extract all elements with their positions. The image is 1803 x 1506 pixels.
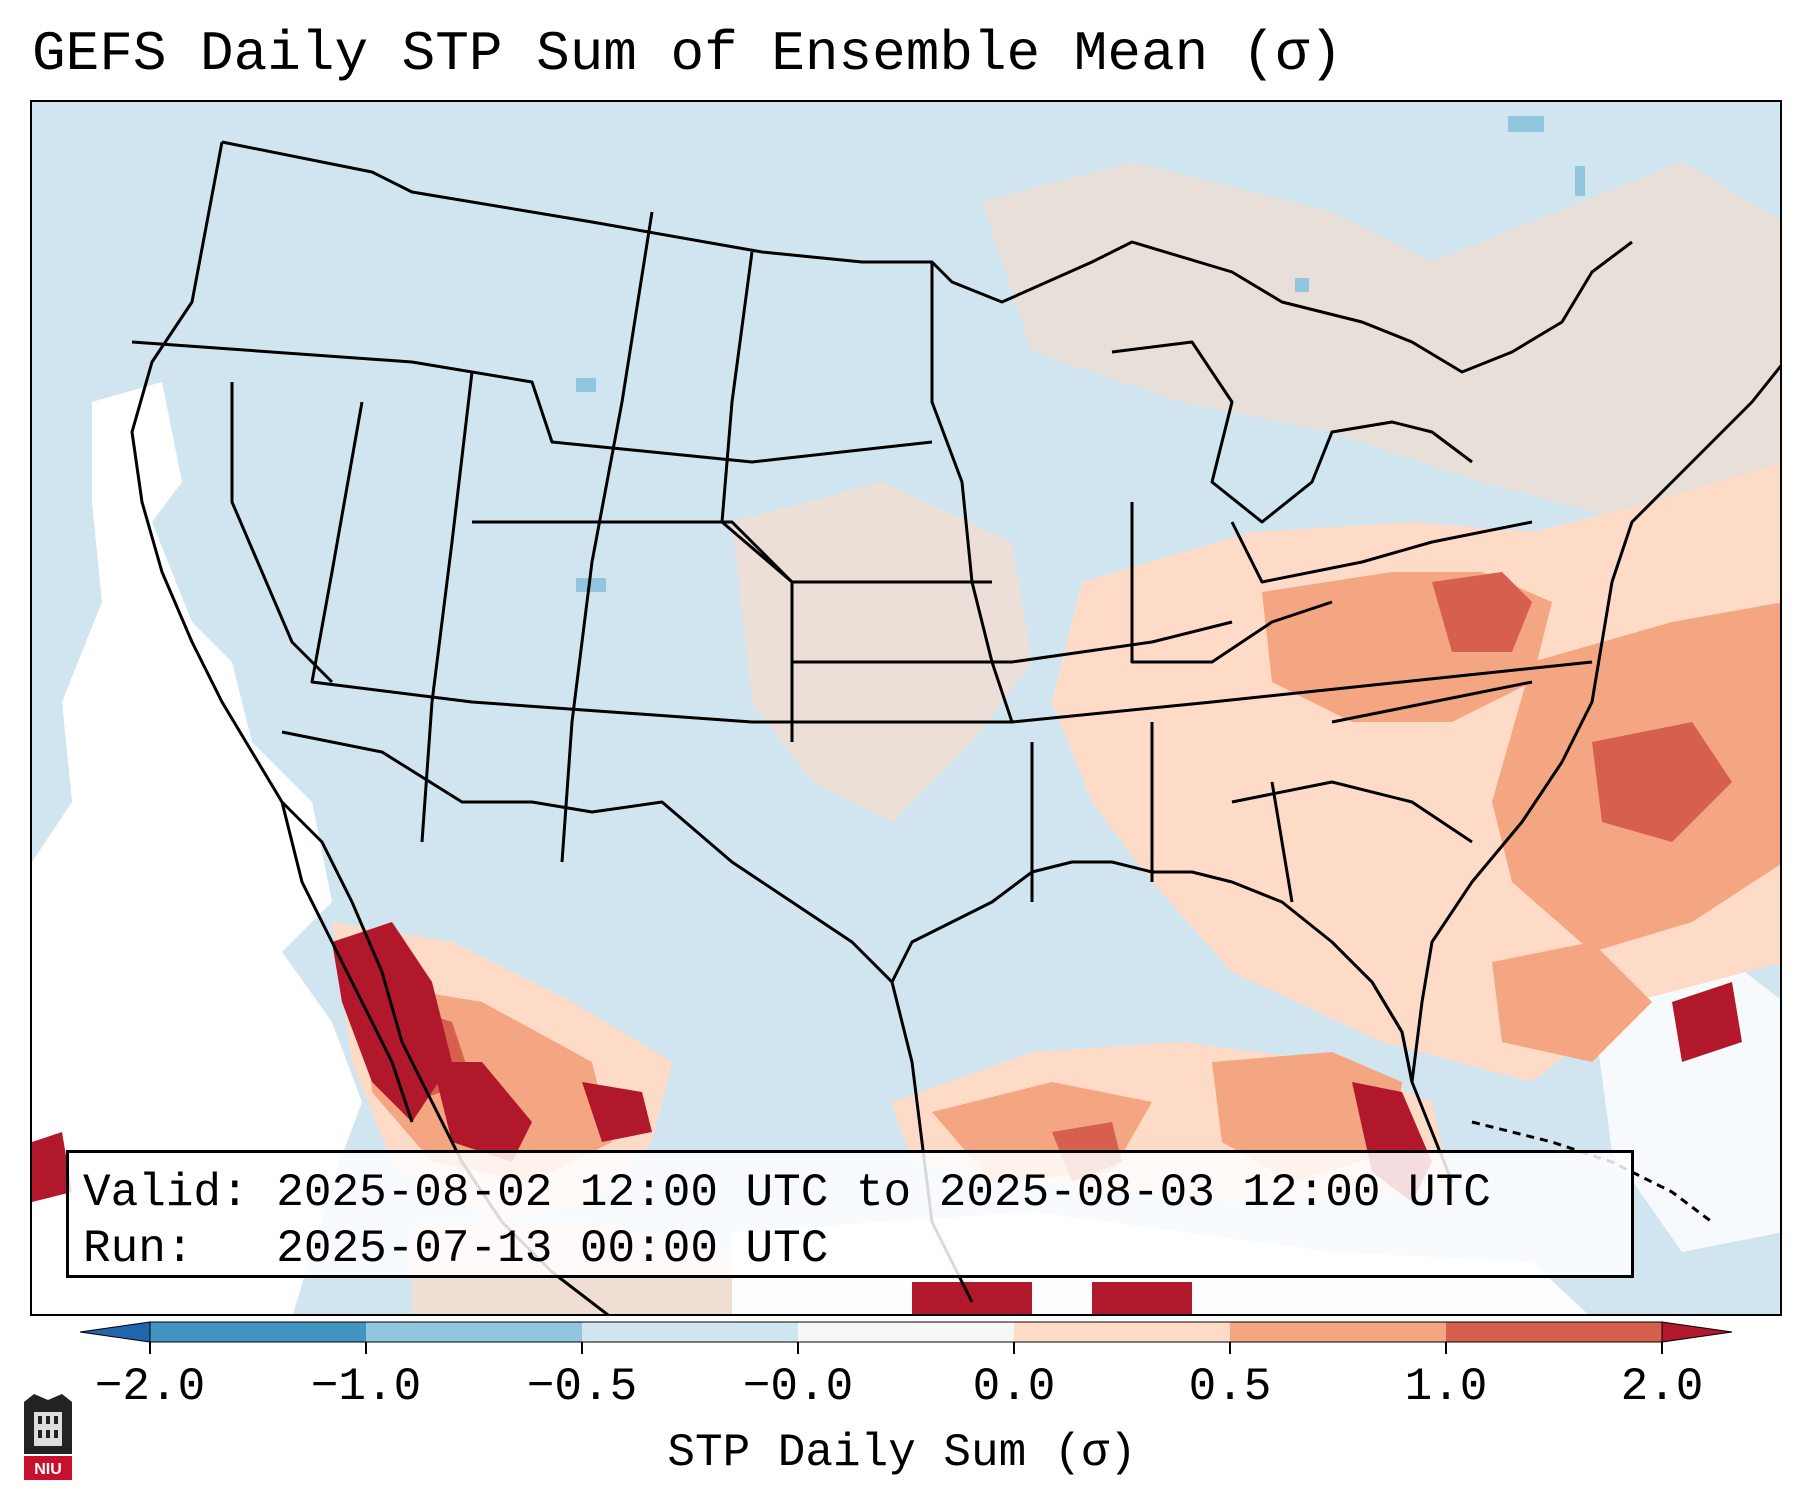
colorbar-label: STP Daily Sum (σ) xyxy=(667,1427,1137,1479)
tick-label: 0.5 xyxy=(1188,1361,1272,1413)
plains-positive-area xyxy=(732,482,1032,822)
validity-info-box: Valid: 2025-08-02 12:00 UTC to 2025-08-0… xyxy=(66,1150,1634,1278)
colorbar-bin xyxy=(150,1322,367,1342)
state-line-3 xyxy=(310,401,1593,724)
niu-logo-icon: NIU xyxy=(24,1394,72,1480)
state-line-1 xyxy=(131,340,933,464)
state-line-5 xyxy=(560,211,654,863)
state-line-16 xyxy=(1231,780,1473,844)
light-negative-regions xyxy=(576,116,1585,592)
neg-cell xyxy=(576,378,596,392)
pacific-white-area xyxy=(32,382,362,1314)
state-line-13 xyxy=(1130,502,1333,664)
state-line-8 xyxy=(472,520,992,584)
colorbar-bin xyxy=(582,1322,799,1342)
valid-value: 2025-08-02 12:00 UTC to 2025-08-03 12:00… xyxy=(276,1167,1491,1219)
tick-label: −0.0 xyxy=(742,1361,854,1413)
state-line-12 xyxy=(1270,781,1294,903)
run-label: Run: xyxy=(83,1223,194,1275)
atlantic-high xyxy=(1592,722,1732,842)
state-boundaries xyxy=(130,140,1780,1314)
colorbar-bin xyxy=(1446,1322,1663,1342)
atlantic-south-mid xyxy=(1492,942,1652,1062)
run-value: 2025-07-13 00:00 UTC xyxy=(276,1223,829,1275)
colorbar-bin xyxy=(1014,1322,1231,1342)
tick-label: 0.0 xyxy=(972,1361,1056,1413)
svg-text:NIU: NIU xyxy=(34,1461,62,1478)
state-line-15 xyxy=(1331,680,1533,724)
tick-label: 1.0 xyxy=(1404,1361,1488,1413)
baja-peninsula xyxy=(280,801,414,1123)
chihuahua-max xyxy=(582,1082,652,1142)
neg-cell xyxy=(1508,116,1544,132)
map-title: GEFS Daily STP Sum of Ensemble Mean (σ) xyxy=(32,22,1343,86)
colorbar-extend-min xyxy=(79,1321,151,1343)
florida-peninsula xyxy=(1330,940,1454,1183)
valid-label: Valid: xyxy=(83,1167,249,1219)
max-positive-regions xyxy=(32,922,1742,1314)
gulf-south-max xyxy=(912,1282,1032,1314)
state-line-2 xyxy=(230,382,334,684)
tick-label: −2.0 xyxy=(94,1361,206,1413)
state-line-7 xyxy=(930,262,1014,723)
sierra-madre-max xyxy=(432,1062,532,1162)
state-line-14 xyxy=(1230,520,1533,584)
neg-cell xyxy=(1295,278,1309,292)
state-line-9 xyxy=(792,620,1233,664)
pacific-max xyxy=(32,1132,72,1202)
east-coast xyxy=(1410,364,1780,1083)
map-panel xyxy=(30,100,1782,1316)
colorbar-bin xyxy=(366,1322,583,1342)
tick-label: 2.0 xyxy=(1620,1361,1704,1413)
canada-positive-area xyxy=(982,162,1780,522)
yucatan-max xyxy=(1092,1282,1192,1314)
colorbar-bin xyxy=(1230,1322,1447,1342)
atlantic-max xyxy=(1672,982,1742,1062)
great-lakes xyxy=(1111,340,1473,524)
pennsylvania-high xyxy=(1432,572,1532,652)
map-canvas xyxy=(32,116,1780,1314)
colorbar-bin xyxy=(798,1322,1015,1342)
sonora-max xyxy=(332,922,452,1122)
colorbar-bins xyxy=(79,1321,1733,1354)
tick-label: −1.0 xyxy=(310,1361,422,1413)
state-line-4 xyxy=(420,371,474,843)
colorbar-extend-max xyxy=(1661,1321,1733,1343)
neg-cell xyxy=(576,578,606,592)
tick-label: −0.5 xyxy=(526,1361,638,1413)
mexico-border xyxy=(281,730,894,984)
canada-border xyxy=(221,140,1633,374)
colorbar-outline xyxy=(149,1321,1663,1343)
neg-cell xyxy=(1575,166,1585,196)
